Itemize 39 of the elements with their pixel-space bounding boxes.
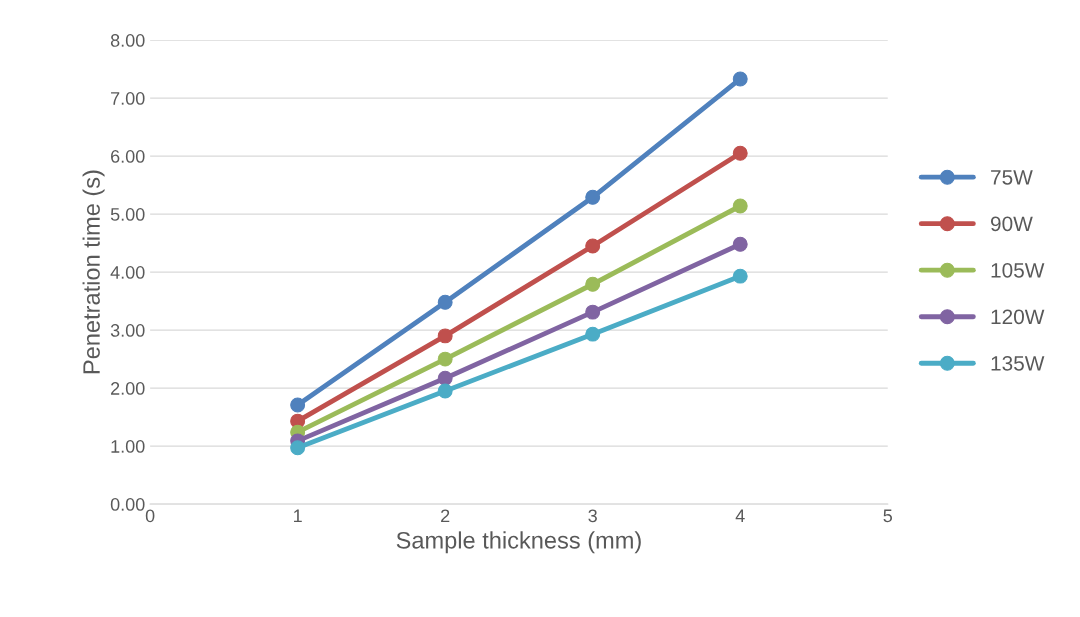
y-tick-label: 7.00 xyxy=(111,92,145,105)
y-tick-label: 4.00 xyxy=(110,266,145,279)
point xyxy=(585,189,601,205)
x-tick-label: 3 xyxy=(588,509,597,523)
point xyxy=(437,383,453,399)
x-tick-label: 0 xyxy=(145,509,155,523)
y-tick-label: 6.00 xyxy=(111,150,145,163)
x-axis-title: Sample thickness (mm) xyxy=(396,531,641,554)
x-tick-label: 2 xyxy=(441,509,450,523)
x-tick-label: 1 xyxy=(294,509,302,523)
y-tick-label: 1.00 xyxy=(111,440,145,453)
y-tick-label: 8.00 xyxy=(110,34,145,47)
point xyxy=(732,236,748,252)
legend-label: 105W xyxy=(991,262,1045,278)
point xyxy=(437,294,453,310)
y-tick-label: 2.00 xyxy=(111,382,145,395)
point xyxy=(585,238,601,254)
point xyxy=(585,304,601,320)
y-axis-title: Penetration time (s) xyxy=(82,170,105,374)
y-tick-label: 0.00 xyxy=(110,498,145,511)
legend-label: 135W xyxy=(991,355,1045,371)
point xyxy=(732,145,748,161)
y-tick-label: 5.00 xyxy=(110,208,145,221)
y-tick-label: 3.00 xyxy=(110,324,145,337)
legend-label: 75W xyxy=(991,170,1033,185)
point xyxy=(732,198,748,214)
x-tick-label: 4 xyxy=(735,509,745,523)
point xyxy=(290,440,306,456)
x-tick-label: 5 xyxy=(883,509,893,523)
point xyxy=(732,71,748,87)
point xyxy=(585,276,601,292)
legend-label: 120W xyxy=(991,309,1045,325)
point xyxy=(585,326,601,342)
legend-label: 90W xyxy=(990,216,1033,232)
point xyxy=(437,328,453,344)
point xyxy=(290,397,306,413)
point xyxy=(437,370,453,386)
point xyxy=(732,268,748,284)
point xyxy=(437,351,453,367)
